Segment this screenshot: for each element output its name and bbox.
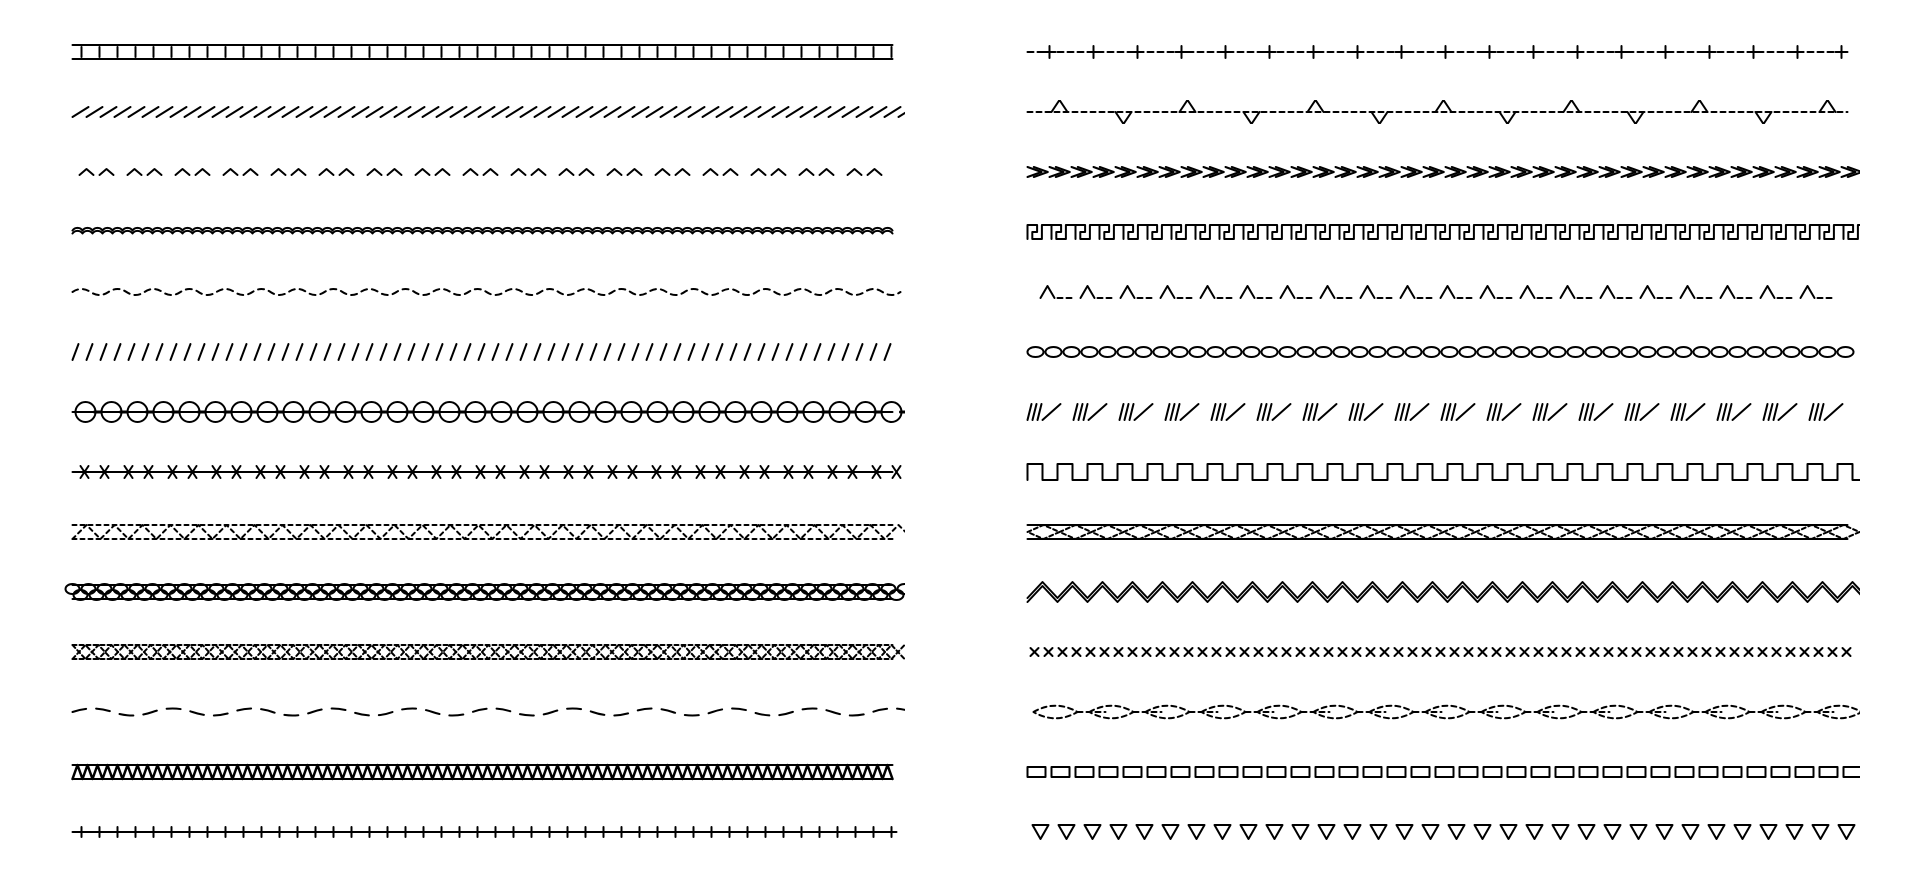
stitch-l4 — [60, 220, 905, 244]
stitch-r3 — [1015, 160, 1860, 184]
stitch-column-left — [60, 40, 905, 844]
stitch-r10 — [1015, 580, 1860, 604]
stitch-r7 — [1015, 400, 1860, 424]
stitch-r9 — [1015, 520, 1860, 544]
stitch-l1 — [60, 40, 905, 64]
stitch-r6 — [1015, 340, 1860, 364]
stitch-r13 — [1015, 760, 1860, 784]
stitch-l7 — [60, 400, 905, 424]
stitch-l13 — [60, 760, 905, 784]
stitch-l2 — [60, 100, 905, 124]
stitch-r1 — [1015, 40, 1860, 64]
stitch-l5 — [60, 280, 905, 304]
stitch-l11 — [60, 640, 905, 664]
stitch-l3 — [60, 160, 905, 184]
stitch-r14 — [1015, 820, 1860, 844]
stitch-l10 — [60, 580, 905, 604]
stitch-l12 — [60, 700, 905, 724]
stitch-r8 — [1015, 460, 1860, 484]
stitch-columns — [0, 0, 1920, 884]
stitch-l6 — [60, 340, 905, 364]
stitch-column-right — [1015, 40, 1860, 844]
stitch-l14 — [60, 820, 905, 844]
stitch-r2 — [1015, 100, 1860, 124]
stitch-l9 — [60, 520, 905, 544]
stitch-r12 — [1015, 700, 1860, 724]
stitch-r5 — [1015, 280, 1860, 304]
stitch-l8 — [60, 460, 905, 484]
stitch-r11 — [1015, 640, 1860, 664]
stitch-r4 — [1015, 220, 1860, 244]
